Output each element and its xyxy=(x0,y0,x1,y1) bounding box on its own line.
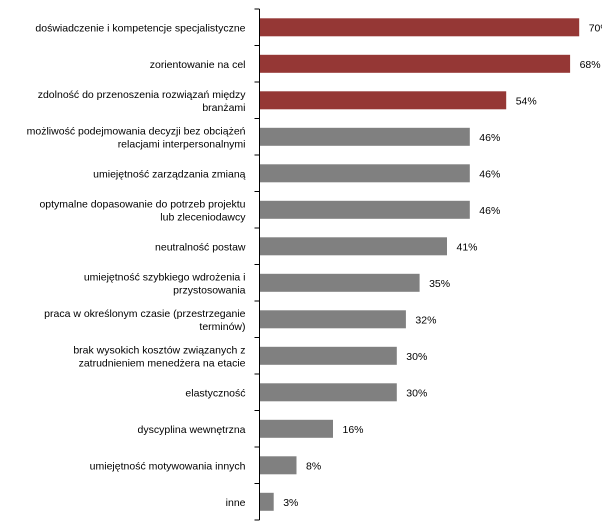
category-label: elastyczność xyxy=(185,387,245,399)
category-label: zdolność do przenoszenia rozwiązań międz… xyxy=(38,89,247,114)
category-label: doświadczenie i kompetencje specjalistyc… xyxy=(35,22,245,34)
category-label-line: dyscyplina wewnętrzna xyxy=(138,424,246,436)
bar xyxy=(260,273,420,292)
bar xyxy=(260,237,447,256)
data-label: 30% xyxy=(406,387,427,399)
data-label: 35% xyxy=(429,278,450,290)
data-label: 3% xyxy=(283,497,298,509)
category-label-line: inne xyxy=(226,497,246,509)
data-label: 70% xyxy=(589,22,602,34)
category-label: dyscyplina wewnętrzna xyxy=(138,424,246,436)
category-label: umiejętność motywowania innych xyxy=(90,460,246,472)
bar xyxy=(260,200,470,219)
data-label: 32% xyxy=(415,314,436,326)
bar xyxy=(260,310,406,329)
category-label-line: zorientowanie na cel xyxy=(150,59,246,71)
category-label-line: terminów) xyxy=(199,321,245,333)
category-label-line: neutralność postaw xyxy=(155,241,246,253)
bar xyxy=(260,127,470,146)
category-label-line: umiejętność szybkiego wdrożenia i xyxy=(84,271,246,283)
category-label-line: brak wysokich kosztów związanych z xyxy=(73,344,245,356)
bar xyxy=(260,164,470,183)
category-label-line: relacjami interpersonalnymi xyxy=(118,138,246,150)
data-label: 46% xyxy=(479,205,500,217)
category-label: praca w określonym czasie (przestrzegani… xyxy=(44,308,245,333)
bar xyxy=(260,346,397,365)
data-label: 68% xyxy=(580,59,601,71)
data-label: 30% xyxy=(406,351,427,363)
data-label: 8% xyxy=(306,460,321,472)
data-label: 16% xyxy=(343,424,364,436)
category-label-line: możliwość podejmowania decyzji bez obcią… xyxy=(27,125,246,137)
category-label-line: umiejętność motywowania innych xyxy=(90,460,246,472)
category-label: brak wysokich kosztów związanych z zatrud… xyxy=(73,344,245,369)
category-label-line: praca w określonym czasie (przestrzegani… xyxy=(44,308,245,320)
category-label: umiejętność szybkiego wdrożenia i przysto… xyxy=(84,271,246,296)
bar xyxy=(260,18,580,37)
category-label-line: doświadczenie i kompetencje specjalistyc… xyxy=(35,22,245,34)
bar xyxy=(260,54,571,73)
category-label: optymalne dopasowanie do potrzeb projekt… xyxy=(39,198,246,223)
category-label-line: zatrudnieniem menedżera na etacie xyxy=(79,357,246,369)
category-label-line: umiejętność zarządzania zmianą xyxy=(93,168,245,180)
data-label: 46% xyxy=(479,132,500,144)
category-label-line: zdolność do przenoszenia rozwiązań międz… xyxy=(38,89,247,101)
category-label: możliwość podejmowania decyzji bez obcią… xyxy=(27,125,246,150)
category-label-line: elastyczność xyxy=(185,387,245,399)
category-label: umiejętność zarządzania zmianą xyxy=(93,168,245,180)
bar xyxy=(260,419,333,438)
bar xyxy=(260,492,274,511)
data-label: 54% xyxy=(516,95,537,107)
category-label: inne xyxy=(226,497,246,509)
data-label: 41% xyxy=(457,241,478,253)
category-label: neutralność postaw xyxy=(155,241,246,253)
bar xyxy=(260,383,397,402)
bar xyxy=(260,456,297,475)
data-label: 46% xyxy=(479,168,500,180)
category-label-line: przystosowania xyxy=(173,284,246,296)
bar xyxy=(260,91,507,110)
category-label-line: optymalne dopasowanie do potrzeb projekt… xyxy=(39,198,245,210)
category-label-line: branżami xyxy=(202,102,245,114)
category-label: zorientowanie na cel xyxy=(150,59,246,71)
category-label-line: lub zleceniodawcy xyxy=(160,211,246,223)
